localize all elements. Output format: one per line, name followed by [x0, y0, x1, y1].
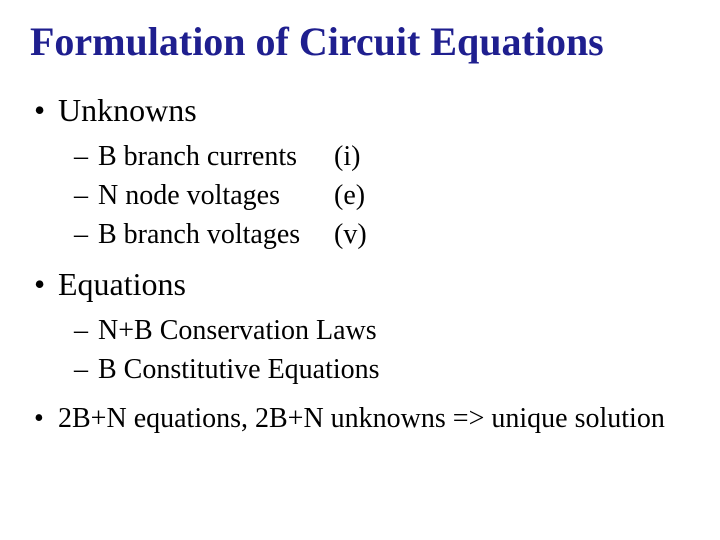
- slide: Formulation of Circuit Equations Unknown…: [0, 0, 720, 540]
- unknowns-item-label: B branch voltages: [98, 217, 334, 252]
- bullet-equations: Equations N+B Conservation Laws B Consti…: [58, 266, 690, 387]
- unknowns-item: B branch voltages (v): [98, 217, 690, 252]
- unknowns-item-label: B branch currents: [98, 139, 334, 174]
- summary-text: 2B+N equations, 2B+N unknowns => unique …: [58, 403, 665, 434]
- bullet-unknowns: Unknowns B branch currents (i) N node vo…: [58, 92, 690, 252]
- unknowns-item-symbol: (i): [334, 139, 360, 174]
- bullet-unknowns-label: Unknowns: [58, 92, 197, 128]
- content-list: Unknowns B branch currents (i) N node vo…: [30, 92, 690, 387]
- unknowns-item-symbol: (e): [334, 178, 365, 213]
- equations-item: N+B Conservation Laws: [98, 313, 690, 348]
- equations-sublist: N+B Conservation Laws B Constitutive Equ…: [58, 313, 690, 387]
- equations-item: B Constitutive Equations: [98, 352, 690, 387]
- slide-title: Formulation of Circuit Equations: [30, 20, 690, 64]
- unknowns-item-label: N node voltages: [98, 178, 334, 213]
- equations-item-text: B Constitutive Equations: [98, 354, 380, 385]
- unknowns-item: B branch currents (i): [98, 139, 690, 174]
- unknowns-item-symbol: (v): [334, 217, 367, 252]
- unknowns-sublist: B branch currents (i) N node voltages (e…: [58, 139, 690, 252]
- equations-item-text: N+B Conservation Laws: [98, 315, 377, 346]
- bullet-equations-label: Equations: [58, 266, 186, 302]
- unknowns-item: N node voltages (e): [98, 178, 690, 213]
- bullet-summary: 2B+N equations, 2B+N unknowns => unique …: [58, 401, 690, 436]
